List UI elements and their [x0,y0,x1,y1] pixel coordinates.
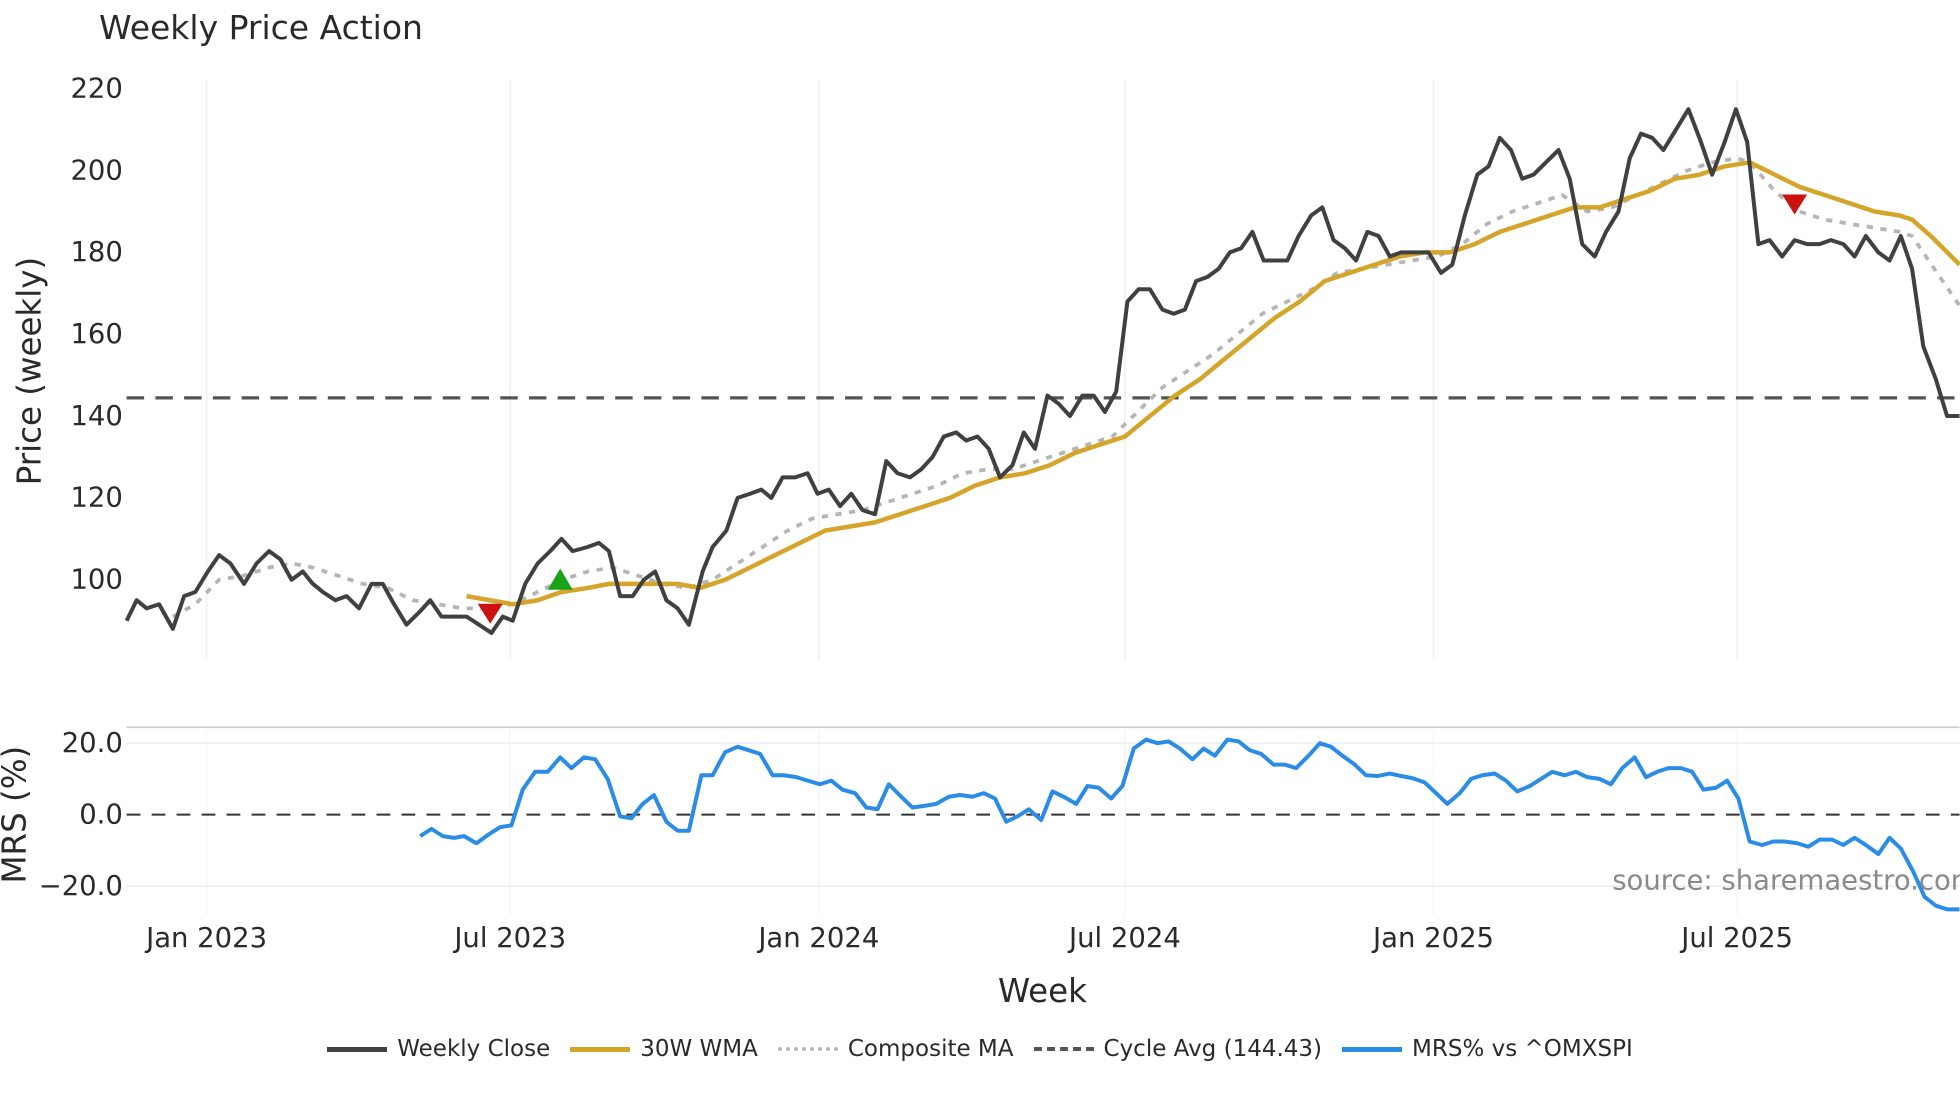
x-tick-label: Jan 2025 [1371,922,1494,954]
price-y-axis-title: Price (weekly) [10,257,48,485]
chart-title: Weekly Price Action [99,8,423,47]
y-tick-label: 160 [70,318,122,350]
vertical-gridlines [205,79,1738,660]
y-tick-label: 120 [70,482,122,514]
x-axis-title: Week [998,972,1087,1010]
y-tick-label: 100 [70,563,122,595]
mrs-y-axis: −20.0 0.0 20.0 [39,727,123,902]
mrs-line [419,737,1960,912]
legend-item[interactable]: 30W WMA [570,1036,758,1062]
x-tick-label: Jul 2024 [1067,922,1181,954]
buy-signal-triangle-up-icon [547,568,573,590]
x-tick-label: Jul 2023 [452,922,566,954]
mrs-y-axis-title: MRS (%) [0,746,33,884]
legend-label: Weekly Close [397,1036,551,1062]
x-tick-label: Jan 2023 [144,922,267,954]
signal-markers [477,194,1808,624]
y-tick-label: 180 [70,236,122,268]
x-axis: Jan 2023 Jul 2023 Jan 2024 Jul 2024 Jan 2025… [144,922,1793,954]
legend-item[interactable]: Composite MA [777,1036,1014,1062]
legend-swatch-icon [570,1046,631,1052]
legend-label: MRS% vs ^OMXSPI [1412,1036,1633,1062]
legend-swatch-icon [1342,1046,1403,1052]
x-tick-label: Jan 2024 [756,922,879,954]
sell-signal-triangle-down-icon [477,603,503,624]
y-tick-label: 200 [70,154,122,186]
legend-swatch-icon [777,1047,838,1051]
price-series [124,107,1960,635]
source-text: source: sharemaestro.com [1612,865,1960,897]
legend-label: 30W WMA [640,1036,758,1062]
mrs-y-tick-label: 0.0 [79,798,123,830]
mrs-series [419,737,1960,912]
legend-item[interactable]: MRS% vs ^OMXSPI [1342,1036,1633,1062]
sell-signal-triangle-down-icon [1782,194,1808,215]
mrs-y-tick-label: 20.0 [62,727,123,759]
legend-swatch-icon [1033,1047,1094,1051]
30w-wma-line [466,160,1960,607]
mrs-y-tick-label: −20.0 [39,870,123,902]
x-tick-label: Jul 2025 [1679,922,1793,954]
legend-swatch-icon [327,1046,388,1052]
y-tick-label: 140 [70,400,122,432]
legend-item[interactable]: Cycle Avg (144.43) [1033,1036,1323,1062]
mrs-gridlines [126,729,1960,915]
y-tick-label: 220 [70,72,122,104]
weekly-close-line [124,107,1960,635]
price-y-axis: 100 120 140 160 180 200 220 [70,72,122,595]
legend: Weekly Close 30W WMA Composite MA Cycle Avg… [0,1036,1960,1062]
composite-ma-line [171,156,1960,619]
legend-label: Cycle Avg (144.43) [1103,1036,1323,1062]
legend-label: Composite MA [847,1036,1014,1062]
legend-item[interactable]: Weekly Close [327,1036,550,1062]
